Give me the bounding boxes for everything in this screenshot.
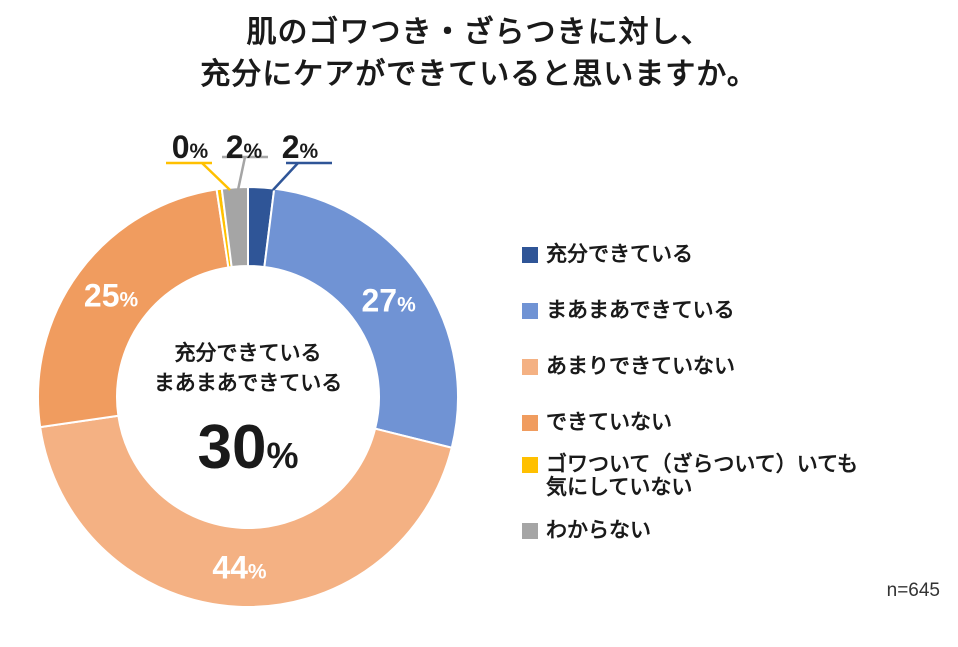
leader-connector-slice-not-bothered <box>201 162 231 191</box>
data-label-slice-fully: 2% <box>282 129 319 165</box>
donut-slice-not-at-all <box>37 188 230 429</box>
donut-slice-not-really <box>39 414 453 608</box>
legend-label: あまりできていない <box>546 354 735 378</box>
chart-title: 肌のゴワつき・ざらつきに対し、 充分にケアができていると思いますか。 <box>0 12 958 96</box>
donut-slice-unknown <box>220 185 249 269</box>
legend-swatch <box>522 303 538 319</box>
legend-item-fully: 充分できている <box>522 243 693 266</box>
legend-swatch <box>522 415 538 431</box>
center-label-line-1: 充分できている <box>175 341 322 365</box>
legend-swatch <box>522 247 538 263</box>
sample-size-note: n=645 <box>886 580 940 601</box>
leader-connector-slice-unknown <box>236 156 247 191</box>
legend-label: ゴワついて（ざらついて）いても 気にしていない <box>546 452 859 499</box>
data-label-slice-not-really: 44% <box>212 549 267 585</box>
legend-item-unknown: わからない <box>522 519 651 542</box>
data-label-slice-not-at-all: 25% <box>84 277 139 313</box>
data-label-slice-unknown: 2% <box>226 129 263 165</box>
legend-item-not-bothered: ゴワついて（ざらついて）いても 気にしていない <box>522 453 858 499</box>
chart-title-line-2: 充分にケアができていると思いますか。 <box>200 57 758 92</box>
legend-label: まあまあできている <box>546 298 735 322</box>
legend-label: 充分できている <box>546 242 693 266</box>
legend-swatch <box>522 457 538 473</box>
legend-label: わからない <box>546 518 651 542</box>
leader-connector-slice-fully <box>272 162 299 191</box>
legend-item-not-at-all: できていない <box>522 411 672 434</box>
legend-swatch <box>522 359 538 375</box>
data-label-slice-somewhat: 27% <box>362 283 417 319</box>
legend-swatch <box>522 523 538 539</box>
center-total-value: 30% <box>198 413 299 482</box>
center-label-line-2: まあまあできている <box>154 371 343 395</box>
chart-title-line-1: 肌のゴワつき・ざらつきに対し、 <box>246 15 712 50</box>
data-label-slice-not-bothered: 0% <box>172 129 209 165</box>
legend-item-somewhat: まあまあできている <box>522 299 735 322</box>
legend-label: できていない <box>546 410 672 434</box>
legend-item-not-really: あまりできていない <box>522 355 735 378</box>
donut-slice-somewhat <box>263 187 459 449</box>
